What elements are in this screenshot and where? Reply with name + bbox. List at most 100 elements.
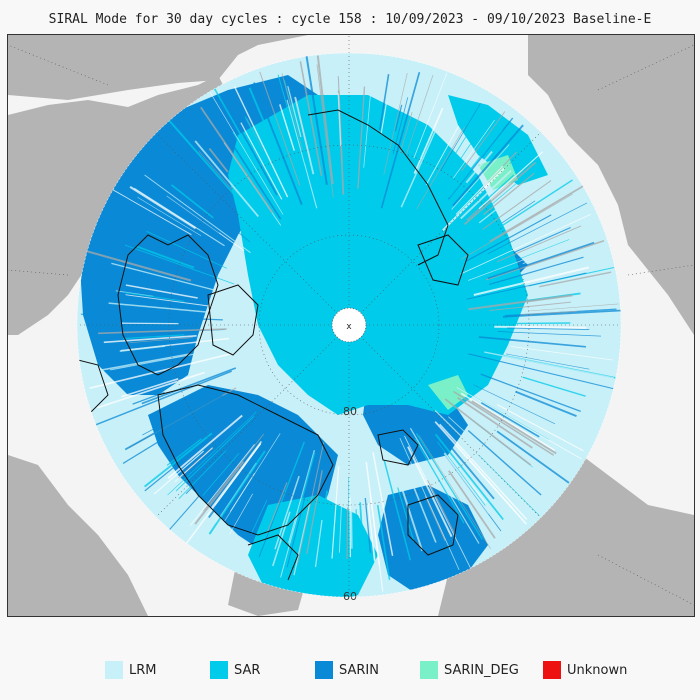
ground-track-streak [482, 172, 535, 216]
ground-track-streak [412, 484, 437, 543]
ground-track-streak [416, 126, 465, 209]
ground-track-streak [103, 335, 197, 344]
ground-track-streak [316, 64, 334, 198]
ground-track-streak [465, 150, 493, 184]
ground-track-streak [466, 272, 587, 300]
ground-track-streak [248, 87, 285, 169]
ground-track-streak [174, 447, 213, 483]
ground-track-streak [489, 184, 586, 243]
ground-track-streak [96, 371, 205, 409]
ground-track-streak [240, 122, 283, 200]
ground-track-streak [266, 482, 288, 534]
ground-track-streak [444, 398, 532, 466]
ground-track-streak [142, 404, 200, 436]
ground-track-streak [442, 167, 505, 232]
ground-track-streak [399, 438, 460, 570]
ground-track-streak [460, 214, 591, 275]
ground-track-streak [522, 243, 578, 265]
ground-track-streak [98, 328, 227, 335]
ground-track-streak [363, 77, 373, 168]
outer-graticule [8, 35, 694, 606]
ground-track-streak [383, 460, 412, 561]
lat-label-80: 80 [343, 405, 357, 418]
ground-track-streak [425, 125, 460, 186]
ground-track-streak [286, 99, 318, 209]
ground-track-streak [146, 230, 227, 269]
sar-zone-central [228, 95, 528, 415]
ground-track-streak [208, 434, 270, 519]
ground-track-streak [489, 301, 572, 311]
legend-label-sarin-deg: SARIN_DEG [444, 662, 519, 678]
ground-track-streak [184, 443, 262, 546]
ground-track-streak [427, 141, 473, 208]
ground-track-streak [299, 61, 323, 176]
ground-track-streak [409, 427, 480, 544]
ground-track-streak [279, 104, 296, 151]
ground-track-streak [366, 98, 375, 159]
legend-label-unknown: Unknown [567, 662, 628, 678]
sar-zone-baltic [248, 495, 378, 597]
ground-track-streak [478, 336, 586, 348]
ground-track-streak [200, 106, 274, 214]
ground-track-streak [203, 433, 265, 512]
ground-track-streak [501, 200, 536, 224]
ground-track-streak [478, 151, 543, 210]
ground-track-streak [198, 151, 232, 190]
ground-track-streak [87, 250, 192, 282]
ground-track-streak [288, 450, 315, 544]
ground-track-streak [480, 401, 540, 438]
ground-track-streak [305, 53, 328, 185]
ground-track-streak [337, 93, 342, 146]
coverage-disc [77, 53, 621, 597]
ground-track-streak [455, 165, 504, 215]
ground-track-streak [87, 262, 190, 288]
ground-track-streak [128, 311, 151, 315]
ground-track-streak [394, 104, 403, 132]
ground-track-streak [460, 392, 556, 452]
ground-track-streak [287, 85, 302, 138]
legend-swatch-sarin [315, 661, 333, 679]
land-southwest [8, 455, 148, 616]
ground-track-streak [487, 241, 595, 280]
ground-track-streak [430, 117, 479, 193]
ground-track-streak [487, 202, 588, 255]
lat-label-60: 60 [343, 590, 357, 603]
ground-track-streak [208, 148, 229, 173]
ground-track-streak [448, 416, 524, 487]
ground-track-streak [473, 266, 590, 296]
ground-track-streak [124, 394, 223, 451]
ground-track-streak [515, 390, 577, 417]
ground-track-streak [167, 424, 262, 532]
ground-track-streak [434, 409, 537, 512]
ground-track-streak [91, 325, 157, 328]
ground-track-streak [281, 73, 303, 150]
ground-track-streak [244, 116, 277, 179]
ground-track-streak [296, 442, 325, 565]
legend-item-sar: SAR [210, 660, 260, 680]
ground-track-streak [364, 497, 372, 553]
legend-swatch-sarin-deg [420, 661, 438, 679]
ground-track-streak [185, 441, 237, 495]
ground-track-streak [283, 79, 300, 135]
ground-track-streak [439, 423, 528, 520]
ground-track-streak [158, 152, 216, 206]
ground-track-streak [467, 429, 542, 496]
ground-track-streak [123, 334, 185, 340]
ground-track-streak [468, 294, 573, 311]
ground-track-streak [89, 352, 232, 390]
ground-track-streak [440, 103, 481, 171]
legend-item-sarin-deg: SARIN_DEG [420, 660, 519, 680]
ground-track-streak [418, 435, 491, 549]
ground-track-streak [208, 450, 266, 535]
ground-track-streak [111, 262, 229, 295]
ground-track-streak [514, 226, 571, 253]
ground-track-streak [448, 470, 496, 539]
ground-track-streak [125, 284, 198, 299]
ground-track-streak [479, 174, 515, 206]
ground-track-streak [480, 373, 581, 413]
ground-track-streak [473, 418, 558, 484]
ground-track-streak [471, 239, 570, 278]
ground-track-streak [124, 291, 185, 302]
ground-track-streak [293, 503, 311, 576]
ground-track-streak [175, 416, 255, 492]
